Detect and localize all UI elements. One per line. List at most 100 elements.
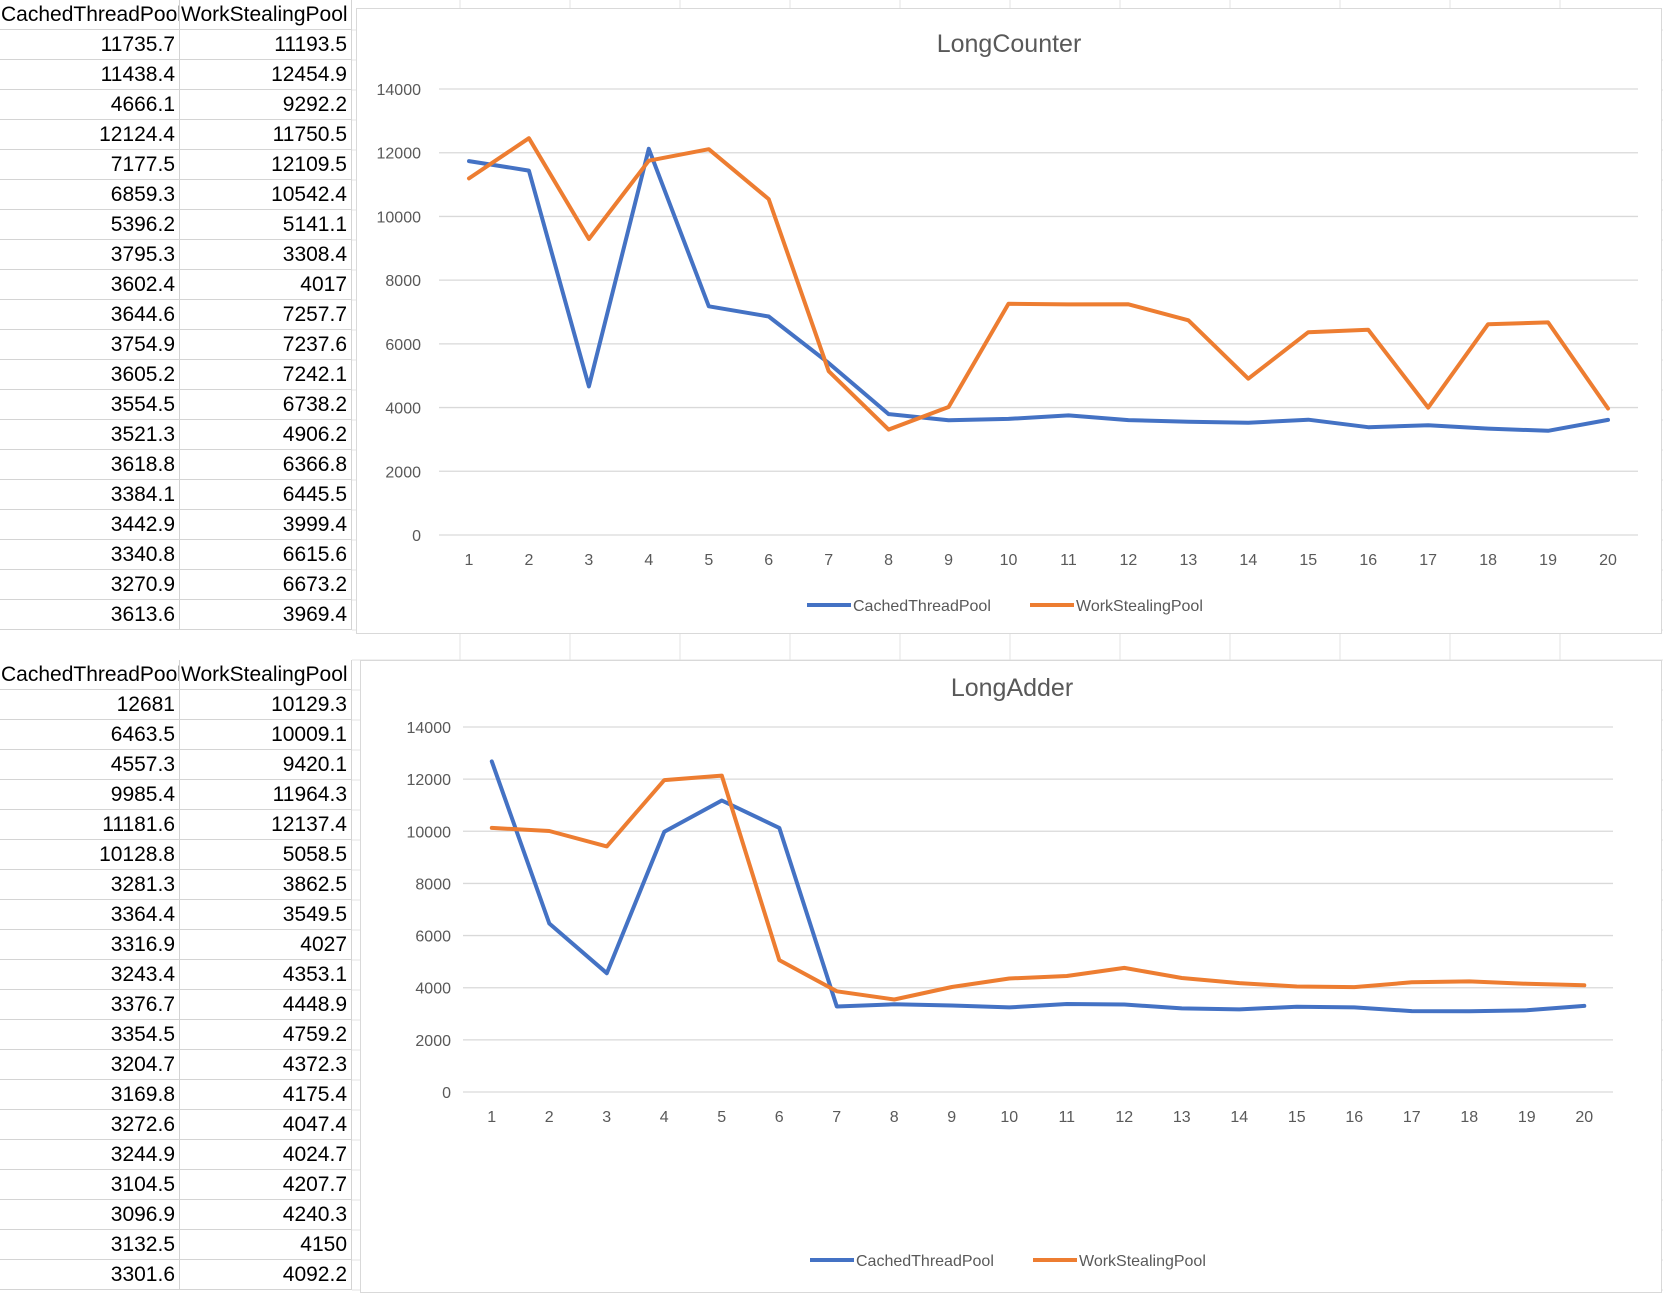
series-line[interactable] [489,759,1587,1014]
table-cell[interactable]: 4557.3 [0,750,180,780]
table-cell[interactable]: 4759.2 [180,1020,352,1050]
column-header[interactable]: WorkStealingPool [180,0,352,30]
chart-longcounter[interactable]: LongCounter 0 2000 4000 6000 8000 10000 12000 14… [356,8,1662,634]
table-cell[interactable]: 3132.5 [0,1230,180,1260]
table-cell[interactable]: 11181.6 [0,810,180,840]
table-cell[interactable]: 10128.8 [0,840,180,870]
table-cell[interactable]: 4240.3 [180,1200,352,1230]
x-tick-label: 7 [832,1109,841,1126]
table-cell[interactable]: 3554.5 [0,390,180,420]
table-cell[interactable]: 3301.6 [0,1260,180,1290]
table-cell[interactable]: 3644.6 [0,300,180,330]
table-cell[interactable]: 3549.5 [180,900,352,930]
table-cell[interactable]: 3169.8 [0,1080,180,1110]
table-cell[interactable]: 4906.2 [180,420,352,450]
table-cell[interactable]: 10542.4 [180,180,352,210]
table-cell[interactable]: 3270.9 [0,570,180,600]
table-cell[interactable]: 3999.4 [180,510,352,540]
table-cell[interactable]: 4027 [180,930,352,960]
table-cell[interactable]: 11735.7 [0,30,180,60]
legend-label: CachedThreadPool [853,598,991,615]
table-cell[interactable]: 3618.8 [0,450,180,480]
table-cell[interactable]: 12137.4 [180,810,352,840]
table-cell[interactable]: 9292.2 [180,90,352,120]
table-cell[interactable]: 4448.9 [180,990,352,1020]
table-cell[interactable]: 12124.4 [0,120,180,150]
series-line[interactable] [467,136,1610,432]
table-cell[interactable]: 3281.3 [0,870,180,900]
table-cell[interactable]: 5396.2 [0,210,180,240]
table-cell[interactable]: 7177.5 [0,150,180,180]
table-cell[interactable]: 3602.4 [0,270,180,300]
table-cell[interactable]: 4017 [180,270,352,300]
table-cell[interactable]: 3244.9 [0,1140,180,1170]
table-row: 3795.3 3308.4 [0,240,352,270]
table-cell[interactable]: 12109.5 [180,150,352,180]
table-cell[interactable]: 10009.1 [180,720,352,750]
table-cell[interactable]: 3204.7 [0,1050,180,1080]
table-cell[interactable]: 3376.7 [0,990,180,1020]
table-cell[interactable]: 6859.3 [0,180,180,210]
series-line[interactable] [489,773,1587,1002]
table-cell[interactable]: 3243.4 [0,960,180,990]
column-header[interactable]: CachedThreadPool [0,0,180,30]
table-cell[interactable]: 3795.3 [0,240,180,270]
table-cell[interactable]: 3340.8 [0,540,180,570]
table-cell[interactable]: 3605.2 [0,360,180,390]
table-cell[interactable]: 12681 [0,690,180,720]
table-cell[interactable]: 6445.5 [180,480,352,510]
table-cell[interactable]: 6615.6 [180,540,352,570]
table-cell[interactable]: 3613.6 [0,600,180,630]
table-cell[interactable]: 4092.2 [180,1260,352,1290]
table-cell[interactable]: 3316.9 [0,930,180,960]
table-cell[interactable]: 6463.5 [0,720,180,750]
table-cell[interactable]: 6673.2 [180,570,352,600]
table-cell[interactable]: 3104.5 [0,1170,180,1200]
table-cell[interactable]: 3442.9 [0,510,180,540]
table-cell[interactable]: 5141.1 [180,210,352,240]
table-cell[interactable]: 3969.4 [180,600,352,630]
table-cell[interactable]: 4175.4 [180,1080,352,1110]
table-cell[interactable]: 3384.1 [0,480,180,510]
table-cell[interactable]: 9985.4 [0,780,180,810]
table-cell[interactable]: 3308.4 [180,240,352,270]
table-cell[interactable]: 4024.7 [180,1140,352,1170]
chart-longadder-svg: LongAdder 0 2000 4000 6000 8000 10000 12000 1400… [407,674,1613,1270]
table-cell[interactable]: 3754.9 [0,330,180,360]
table-cell[interactable]: 4047.4 [180,1110,352,1140]
table-row: 10128.8 5058.5 [0,840,352,870]
x-tick-label: 1 [487,1109,496,1126]
column-header[interactable]: WorkStealingPool [180,660,352,690]
table-cell[interactable]: 12454.9 [180,60,352,90]
series-line[interactable] [467,146,1610,433]
table-cell[interactable]: 4372.3 [180,1050,352,1080]
table-cell[interactable]: 4150 [180,1230,352,1260]
table-cell[interactable]: 7242.1 [180,360,352,390]
table-cell[interactable]: 4207.7 [180,1170,352,1200]
table-cell[interactable]: 11964.3 [180,780,352,810]
table-row: 3442.9 3999.4 [0,510,352,540]
table-cell[interactable]: 3862.5 [180,870,352,900]
table-cell[interactable]: 11750.5 [180,120,352,150]
table-cell[interactable]: 3364.4 [0,900,180,930]
chart-longadder[interactable]: LongAdder 0 2000 4000 6000 8000 10000 12000 1400… [360,660,1662,1293]
table-cell[interactable]: 7257.7 [180,300,352,330]
table-cell[interactable]: 3521.3 [0,420,180,450]
table-cell[interactable]: 3354.5 [0,1020,180,1050]
table-cell[interactable]: 6366.8 [180,450,352,480]
column-header[interactable]: CachedThreadPool [0,660,180,690]
table-cell[interactable]: 7237.6 [180,330,352,360]
table-cell[interactable]: 11193.5 [180,30,352,60]
table-cell[interactable]: 5058.5 [180,840,352,870]
table-cell[interactable]: 6738.2 [180,390,352,420]
y-tick-label: 0 [412,528,421,545]
y-tick-label: 2000 [415,1033,451,1050]
table-cell[interactable]: 9420.1 [180,750,352,780]
table-cell[interactable]: 4353.1 [180,960,352,990]
table-cell[interactable]: 10129.3 [180,690,352,720]
table-cell[interactable]: 11438.4 [0,60,180,90]
x-tick-label: 20 [1575,1109,1593,1126]
table-cell[interactable]: 4666.1 [0,90,180,120]
table-cell[interactable]: 3096.9 [0,1200,180,1230]
table-cell[interactable]: 3272.6 [0,1110,180,1140]
